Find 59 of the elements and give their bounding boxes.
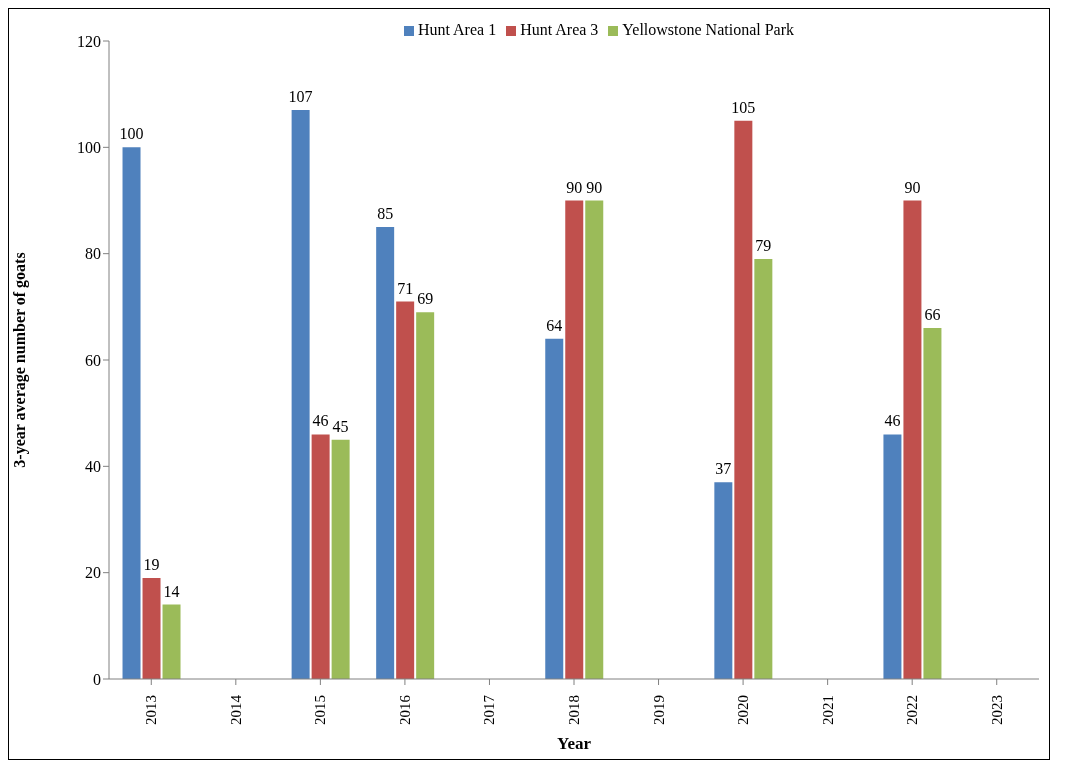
data-label: 45 [332, 417, 349, 435]
bar [331, 439, 350, 679]
bar [565, 200, 584, 679]
x-tick-label: 2018 [566, 695, 582, 725]
x-tick-label: 2023 [988, 695, 1005, 725]
data-label: 90 [566, 178, 583, 196]
data-label: 79 [755, 236, 772, 254]
data-label: 19 [143, 555, 160, 573]
bar [122, 147, 141, 679]
data-label: 90 [586, 178, 603, 196]
x-tick-label: 2015 [312, 695, 329, 725]
x-tick-label: 2016 [396, 694, 413, 725]
data-label: 66 [924, 306, 941, 324]
bar [396, 301, 415, 679]
x-tick-label: 2013 [143, 695, 160, 725]
y-tick-label: 40 [85, 458, 101, 476]
bar [923, 328, 942, 679]
x-tick-label: 2020 [735, 695, 752, 725]
bar [714, 482, 733, 679]
data-label: 85 [377, 205, 394, 223]
bar [734, 120, 753, 679]
x-tick-label: 2014 [227, 694, 244, 725]
bar [585, 200, 604, 679]
bar [311, 434, 330, 679]
bar [754, 258, 773, 679]
y-tick-label: 0 [93, 670, 101, 688]
bar [416, 312, 435, 679]
y-tick-label: 60 [85, 351, 101, 369]
x-tick-label: 2021 [819, 695, 836, 725]
bar [162, 604, 181, 679]
legend-label: Hunt Area 1 [417, 21, 497, 38]
data-label: 46 [884, 412, 901, 430]
bar [376, 227, 395, 679]
data-label: 90 [904, 178, 921, 196]
data-label: 107 [288, 88, 313, 106]
data-label: 105 [731, 98, 756, 116]
data-label: 69 [417, 290, 434, 308]
bar [883, 434, 902, 679]
bar [545, 338, 564, 679]
x-tick-label: 2022 [904, 695, 921, 725]
y-tick-label: 80 [85, 245, 101, 263]
y-tick-label: 120 [77, 32, 101, 50]
data-label: 14 [163, 582, 180, 600]
data-label: 37 [715, 460, 732, 478]
bar [142, 577, 161, 679]
x-axis-title: Year [557, 734, 592, 753]
data-label: 46 [312, 412, 329, 430]
legend-label: Yellowstone National Park [622, 21, 795, 38]
bar [903, 200, 922, 679]
legend-label: Hunt Area 3 [520, 21, 599, 38]
bar [291, 110, 310, 679]
y-axis-title: 3-year average number of goats [10, 252, 29, 468]
y-tick-label: 100 [77, 139, 101, 157]
data-label: 100 [119, 125, 144, 143]
x-tick-label: 2017 [481, 694, 498, 725]
x-tick-label: 2019 [650, 695, 667, 725]
data-label: 64 [546, 316, 563, 334]
data-label: 71 [397, 279, 414, 297]
y-tick-label: 20 [85, 564, 101, 582]
